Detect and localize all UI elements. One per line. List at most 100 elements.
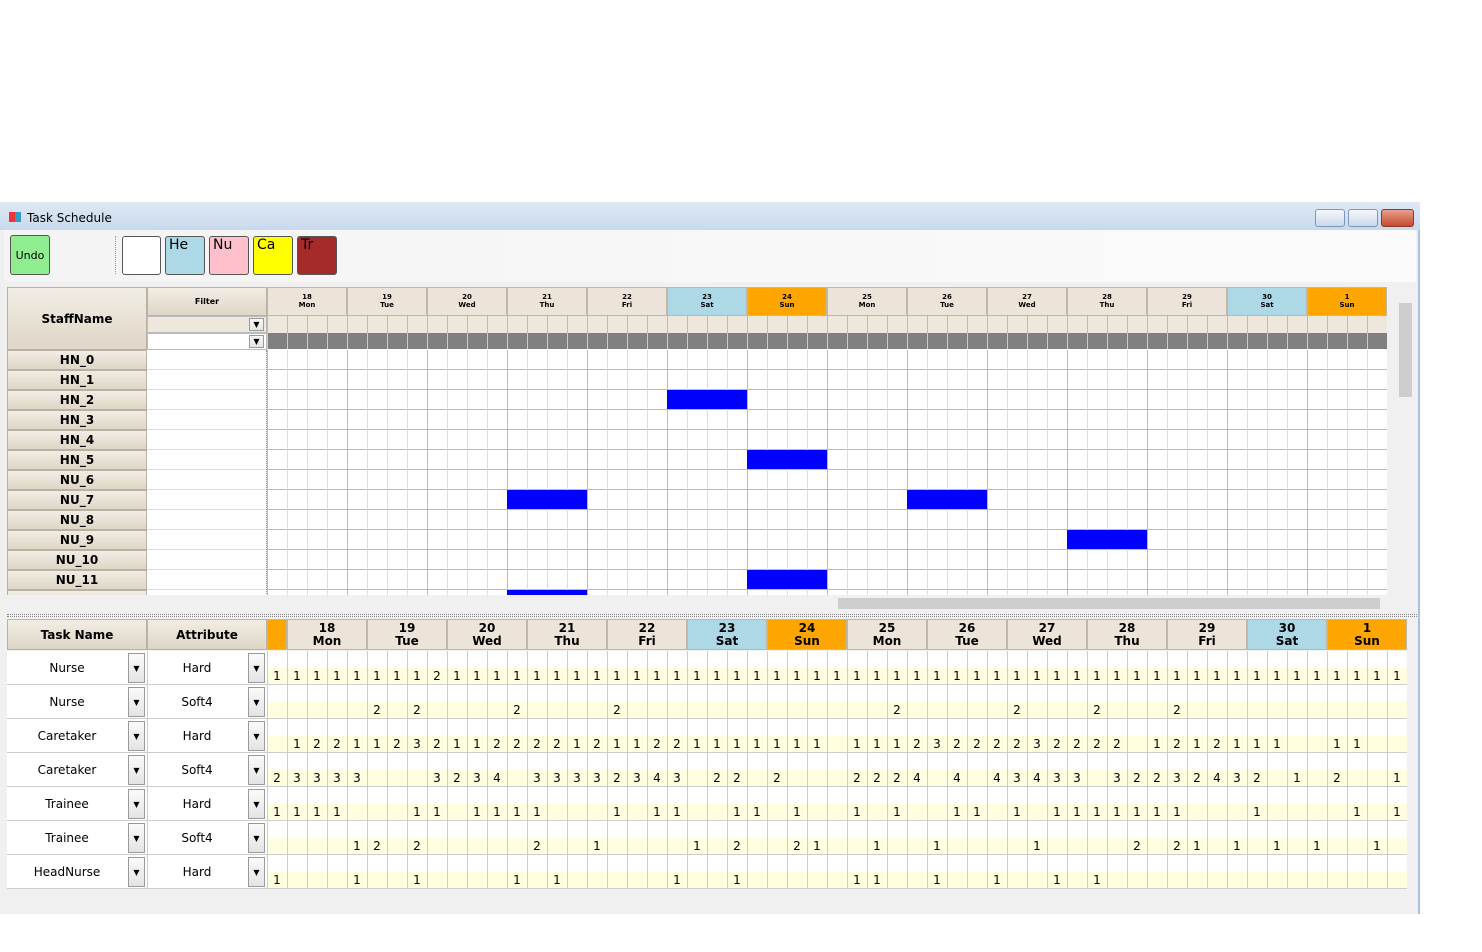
- value-cell: 2: [993, 737, 1001, 751]
- attribute-name: Hard: [182, 797, 212, 811]
- white-button[interactable]: [122, 236, 161, 275]
- value-cell: 1: [273, 805, 281, 819]
- day-weekday: Tue: [395, 634, 419, 648]
- row-top: [267, 685, 1407, 702]
- value-cell: 1: [1053, 669, 1061, 683]
- staff-name: HN_2: [7, 390, 147, 410]
- task-dropdown[interactable]: ▼: [128, 755, 145, 785]
- minimize-button[interactable]: [1315, 209, 1345, 227]
- day-date: 28: [1102, 293, 1112, 301]
- day-weekday: Fri: [638, 634, 656, 648]
- value-cell: 1: [973, 805, 981, 819]
- day-header: 21 Thu: [527, 619, 607, 650]
- value-cell: 1: [733, 873, 741, 887]
- shift-block: [507, 590, 587, 595]
- value-cell: 1: [1273, 669, 1281, 683]
- task-dropdown[interactable]: ▼: [128, 789, 145, 819]
- day-weekday: Thu: [554, 634, 580, 648]
- day-header: 26 Tue: [927, 619, 1007, 650]
- task-dropdown[interactable]: ▼: [128, 823, 145, 853]
- close-button[interactable]: [1381, 209, 1414, 227]
- day-weekday: Sun: [1354, 634, 1380, 648]
- staff-name: HN_0: [7, 350, 147, 370]
- value-cell: 2: [613, 703, 621, 717]
- value-cell: 1: [653, 669, 661, 683]
- day-header: 25 Mon: [847, 619, 927, 650]
- day-weekday: Sun: [779, 301, 795, 309]
- task-cell: [7, 651, 147, 685]
- value-cell: 1: [733, 737, 741, 751]
- undo-button[interactable]: Undo: [10, 235, 50, 275]
- attribute-dropdown[interactable]: ▼: [248, 857, 265, 887]
- row-values: [267, 668, 1407, 685]
- value-cell: 1: [873, 669, 881, 683]
- value-cell: 1: [1373, 839, 1381, 853]
- color-button[interactable]: He: [165, 236, 205, 275]
- value-cell: 1: [813, 669, 821, 683]
- value-cell: 1: [1193, 839, 1201, 853]
- value-cell: 1: [1353, 737, 1361, 751]
- value-cell: 1: [373, 669, 381, 683]
- day-header: 29 Fri: [1167, 619, 1247, 650]
- value-cell: 1: [1353, 669, 1361, 683]
- attribute-dropdown[interactable]: ▼: [248, 687, 265, 717]
- color-button[interactable]: Tr: [297, 236, 337, 275]
- value-cell: 1: [693, 839, 701, 853]
- value-cell: 2: [713, 771, 721, 785]
- task-dropdown[interactable]: ▼: [128, 687, 145, 717]
- task-name: Caretaker: [37, 729, 97, 743]
- task-dropdown[interactable]: ▼: [128, 653, 145, 683]
- value-cell: 1: [1313, 669, 1321, 683]
- day-weekday: Tue: [380, 301, 394, 309]
- value-cell: 1: [1253, 669, 1261, 683]
- value-cell: 1: [1393, 669, 1401, 683]
- day-date: 1: [1362, 621, 1372, 635]
- task-dropdown[interactable]: ▼: [128, 857, 145, 887]
- row-top: [267, 787, 1407, 804]
- day-date: 30: [1278, 621, 1296, 635]
- attribute-dropdown[interactable]: ▼: [248, 755, 265, 785]
- attribute-dropdown[interactable]: ▼: [248, 789, 265, 819]
- value-cell: 2: [1113, 737, 1121, 751]
- day-header: 30 Sat: [1247, 619, 1327, 650]
- value-cell: 3: [1053, 771, 1061, 785]
- attribute-dropdown[interactable]: ▼: [248, 823, 265, 853]
- value-cell: 2: [733, 839, 741, 853]
- value-cell: 1: [1153, 737, 1161, 751]
- day-weekday: Wed: [1018, 301, 1036, 309]
- task-dropdown[interactable]: ▼: [128, 721, 145, 751]
- value-cell: 1: [533, 669, 541, 683]
- value-cell: 2: [433, 737, 441, 751]
- v-scroll-thumb[interactable]: [1399, 303, 1412, 397]
- attribute-name: Hard: [182, 865, 212, 879]
- day-header: 18 Mon: [267, 287, 347, 316]
- value-cell: 1: [1153, 805, 1161, 819]
- value-cell: 1: [893, 737, 901, 751]
- color-button[interactable]: Nu: [209, 236, 249, 275]
- value-cell: 1: [633, 737, 641, 751]
- value-cell: 1: [1153, 669, 1161, 683]
- value-cell: 1: [273, 873, 281, 887]
- filter-dropdown[interactable]: ▼: [249, 335, 264, 348]
- value-cell: 1: [613, 805, 621, 819]
- value-cell: 1: [353, 669, 361, 683]
- value-cell: 2: [1213, 737, 1221, 751]
- filter-dropdown[interactable]: ▼: [249, 318, 264, 331]
- color-button[interactable]: Ca: [253, 236, 293, 275]
- value-cell: 1: [913, 669, 921, 683]
- staff-name: NU_8: [7, 510, 147, 530]
- maximize-button[interactable]: [1348, 209, 1378, 227]
- task-cell: [7, 685, 147, 719]
- task-cell: [7, 821, 147, 855]
- attribute-dropdown[interactable]: ▼: [248, 721, 265, 751]
- day-weekday: Tue: [940, 301, 954, 309]
- day-weekday: Sun: [794, 634, 820, 648]
- day-header: 20 Wed: [447, 619, 527, 650]
- day-date: 24: [798, 621, 816, 635]
- attribute-dropdown[interactable]: ▼: [248, 653, 265, 683]
- h-scroll-thumb[interactable]: [838, 598, 1380, 609]
- day-date: 24: [782, 293, 792, 301]
- filter-box: [147, 316, 267, 333]
- value-cell: 1: [573, 737, 581, 751]
- day-date: 22: [622, 293, 632, 301]
